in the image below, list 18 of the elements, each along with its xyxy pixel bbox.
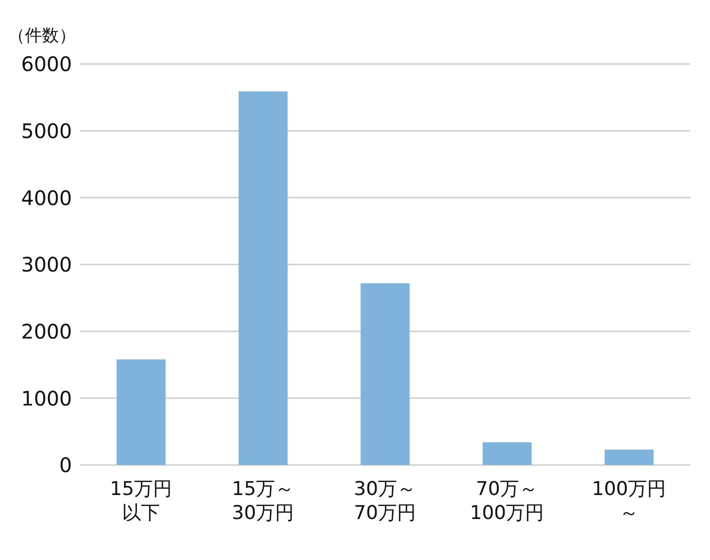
- y-tick-label: 3000: [21, 252, 72, 277]
- y-axis-title: （件数）: [8, 25, 76, 47]
- y-tick-label: 2000: [21, 319, 72, 344]
- y-tick-label: 4000: [21, 186, 72, 210]
- bar: [360, 283, 410, 465]
- y-tick-label: 1000: [21, 386, 72, 410]
- bar: [238, 91, 288, 465]
- x-tick-label: 15万円以下: [110, 478, 172, 524]
- x-tick-label: 30万～70万円: [354, 478, 416, 524]
- y-tick-label: 0: [59, 453, 72, 478]
- x-tick-label: 15万～30万円: [232, 478, 294, 524]
- bar: [116, 359, 166, 465]
- y-tick-label: 6000: [21, 52, 72, 76]
- x-tick-label: 70万～100万円: [470, 478, 544, 524]
- y-tick-label: 5000: [21, 118, 72, 143]
- bar: [482, 442, 532, 465]
- bar: [604, 450, 654, 465]
- x-tick-label: 100万円～: [592, 478, 666, 524]
